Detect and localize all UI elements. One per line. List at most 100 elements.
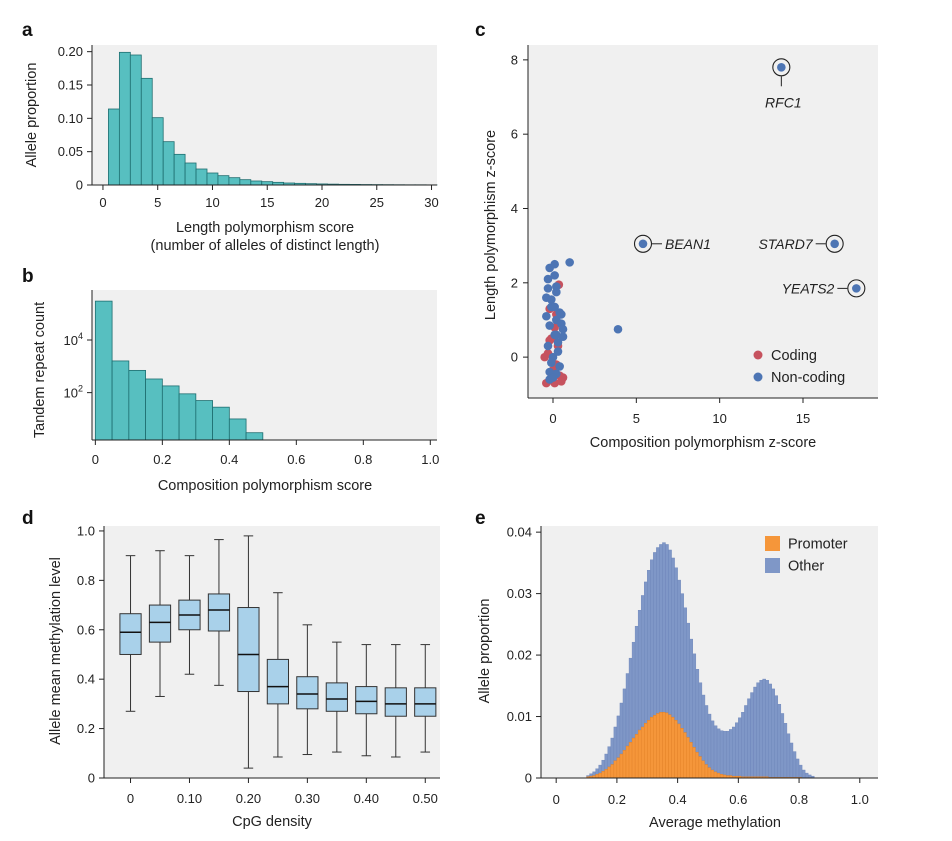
box — [266, 658, 290, 705]
bar-promoter — [704, 764, 709, 779]
point-highlighted — [777, 62, 786, 72]
bar-promoter — [601, 771, 605, 779]
bar-promoter — [644, 723, 648, 779]
bar-promoter — [656, 713, 660, 779]
x-tick-label: 0.50 — [413, 791, 438, 806]
bar-promoter — [634, 734, 639, 779]
panel-d-ylabel: Allele mean methylation level — [48, 557, 64, 745]
x-tick-label: 0.30 — [295, 791, 320, 806]
bar-other — [640, 595, 645, 728]
bar-a-11 — [217, 175, 230, 186]
point-highlighted — [830, 239, 839, 249]
bar-promoter — [640, 726, 645, 779]
bar-other — [686, 622, 690, 738]
panel-e: e 0 0.01 0.02 0.03 0.04 0 0.2 0.4 0.6 0.8 1.0 Prom… — [475, 508, 878, 831]
point-noncoding — [550, 302, 559, 312]
gene-label: YEATS2 — [782, 280, 835, 296]
bar-other — [713, 725, 718, 773]
panel-e-xlabel: Average methylation — [649, 815, 781, 831]
panel-e-ylabel: Allele proportion — [477, 599, 493, 704]
bar-promoter — [671, 716, 675, 779]
bar-other — [725, 731, 730, 776]
box — [296, 676, 319, 710]
bar-a-2 — [118, 51, 131, 186]
panel-a: a 0 0.05 0.10 0.15 0.20 0 5 10 15 20 25 30 Length p… — [22, 20, 439, 254]
x-tick-label: 0.8 — [354, 452, 372, 467]
bar-a-12 — [228, 177, 241, 186]
bar-other — [668, 549, 672, 715]
bar-other — [634, 625, 639, 735]
box — [119, 613, 142, 655]
point-noncoding — [565, 258, 574, 267]
boxplot-group — [119, 555, 142, 712]
legend-label: Non-coding — [771, 370, 845, 386]
box — [325, 682, 348, 712]
box — [207, 593, 231, 632]
bar-other — [774, 695, 779, 778]
panel-d-axes: 0 0.2 0.4 0.6 0.8 1.0 0 0.10 0.20 0.30 0.40 0.50 — [77, 523, 440, 806]
highlight-ring — [825, 234, 844, 253]
highlight-ring — [847, 279, 866, 298]
bar-other — [647, 570, 651, 721]
bar-other — [729, 729, 733, 776]
boxplot-group — [355, 644, 378, 757]
box — [384, 687, 407, 717]
bar-other — [637, 610, 642, 731]
bar-a-3 — [129, 54, 142, 186]
panel-d: d 00.20.40.60.81.00 0.10 0.20 0.30 0.40 0.50 … — [22, 508, 440, 830]
bar-other — [610, 737, 615, 765]
bar-other — [662, 542, 666, 713]
legend-marker-coding — [753, 350, 763, 360]
panel-a-label: a — [22, 20, 33, 41]
boxplot-group — [148, 550, 172, 697]
y-tick-label: 0.03 — [507, 586, 532, 601]
bar-b-3 — [145, 378, 163, 441]
bar-promoter — [683, 732, 687, 779]
y-tick-label: 8 — [511, 52, 518, 67]
point-noncoding — [555, 362, 564, 371]
bar-promoter — [659, 712, 663, 779]
x-tick-label: 0.8 — [790, 792, 808, 807]
bar-other — [619, 702, 624, 755]
bar-b-5 — [178, 393, 197, 441]
y-tick-label: 0.8 — [77, 573, 95, 588]
panel-c-axes: 0 2 4 6 8 0 5 10 15 — [511, 45, 878, 426]
bar-promoter — [701, 760, 706, 779]
bar-b-0 — [94, 300, 113, 441]
bar-promoter — [650, 716, 654, 779]
point-noncoding — [558, 324, 568, 334]
bar-other — [680, 593, 684, 729]
panel-c-xlabel: Composition polymorphism z-score — [590, 435, 816, 451]
y-tick-label: 0.2 — [77, 721, 95, 736]
bar-promoter — [610, 764, 615, 779]
bar-other — [792, 751, 797, 778]
bar-other — [656, 547, 660, 714]
bar-other — [756, 682, 760, 777]
x-tick-label: 0 — [553, 792, 560, 807]
x-tick-label: 5 — [633, 411, 640, 426]
bar-other — [732, 726, 736, 777]
bar-b-9 — [245, 432, 264, 441]
x-tick-label: 25 — [370, 195, 384, 210]
boxplot-group — [296, 624, 319, 756]
bar-b-2 — [128, 369, 146, 441]
bar-other — [744, 705, 748, 777]
bar-a-5 — [151, 117, 164, 186]
panel-b-bars — [94, 300, 264, 441]
x-tick-label: 20 — [315, 195, 329, 210]
panel-e-bars — [586, 542, 815, 779]
y-tick-label: 6 — [511, 127, 518, 142]
bar-other — [777, 704, 782, 778]
bar-other — [804, 772, 809, 779]
gene-label: STARD7 — [758, 236, 813, 252]
y-tick-label: 0 — [76, 178, 83, 193]
y-tick-label: 0 — [525, 771, 532, 786]
panel-a-xlabel-2: (number of alleles of distinct length) — [151, 238, 380, 254]
point-coding — [558, 373, 568, 382]
bar-other — [683, 607, 687, 733]
bar-other — [589, 773, 593, 777]
bar-promoter — [619, 753, 624, 779]
y-tick-base: 10 — [64, 333, 78, 348]
bar-other — [650, 559, 654, 718]
